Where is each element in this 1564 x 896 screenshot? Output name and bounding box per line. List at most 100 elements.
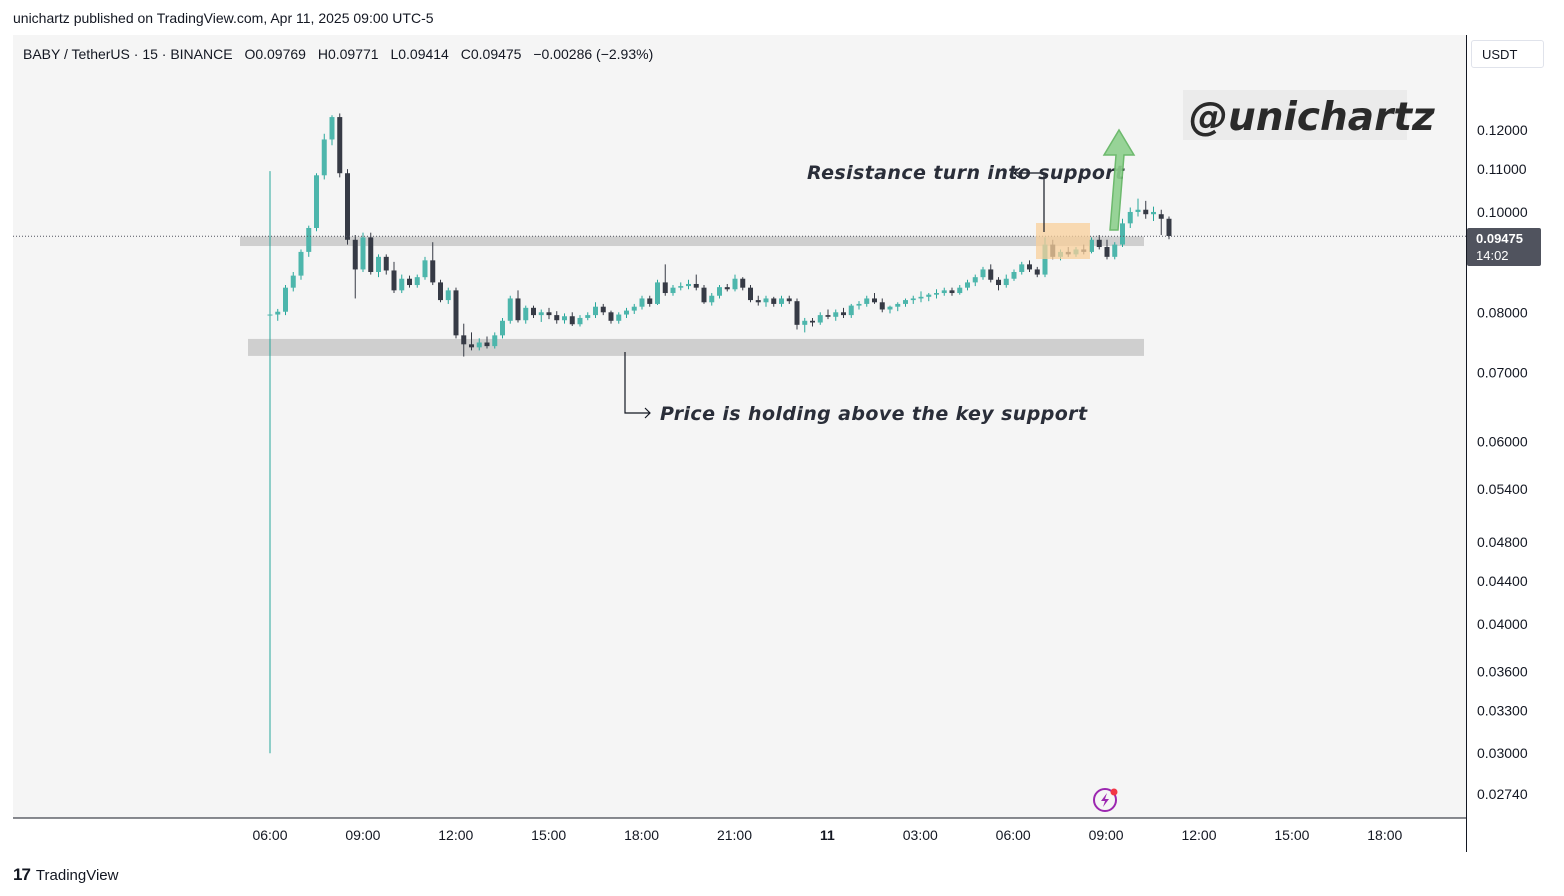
candle-body[interactable] [1003, 278, 1009, 286]
candle-body[interactable] [965, 282, 970, 288]
candle-body[interactable] [934, 293, 939, 295]
candle-body[interactable] [438, 282, 443, 301]
candle-body[interactable] [461, 335, 467, 345]
candle-body[interactable] [763, 298, 769, 303]
candle-body[interactable] [887, 306, 893, 310]
candle-body[interactable] [856, 303, 862, 306]
candle-body[interactable] [717, 287, 722, 296]
candle-body[interactable] [639, 298, 645, 307]
candle-body[interactable] [872, 298, 877, 303]
candle-body[interactable] [771, 298, 777, 304]
candle-body[interactable] [748, 287, 753, 301]
candle-body[interactable] [732, 278, 738, 290]
candle-body[interactable] [507, 298, 513, 321]
candle-body[interactable] [376, 256, 381, 272]
candle-body[interactable] [275, 311, 281, 315]
candle-body[interactable] [1143, 209, 1149, 215]
candle-body[interactable] [1089, 239, 1094, 252]
candle-body[interactable] [1034, 269, 1040, 275]
candle-body[interactable] [290, 275, 296, 288]
candle-body[interactable] [484, 342, 490, 347]
candle-body[interactable] [368, 237, 374, 272]
candle-body[interactable] [686, 283, 691, 287]
candle-body[interactable] [910, 298, 916, 301]
candle-body[interactable] [360, 237, 366, 270]
candle-body[interactable] [383, 256, 389, 271]
candle-body[interactable] [546, 312, 552, 316]
candle-body[interactable] [314, 175, 319, 228]
candle-body[interactable] [678, 286, 684, 288]
candle-body[interactable] [593, 306, 598, 316]
candle-body[interactable] [267, 314, 273, 316]
candle-body[interactable] [996, 279, 1001, 286]
candle-body[interactable] [562, 316, 567, 321]
candle-body[interactable] [794, 301, 800, 325]
candle-body[interactable] [469, 344, 474, 348]
candle-body[interactable] [1019, 264, 1025, 272]
candle-body[interactable] [1011, 271, 1017, 279]
candle-body[interactable] [1042, 244, 1048, 275]
candle-body[interactable] [500, 320, 505, 336]
candle-body[interactable] [616, 314, 622, 321]
candle-body[interactable] [779, 298, 784, 304]
candle-body[interactable] [391, 270, 397, 291]
candle-body[interactable] [802, 320, 808, 325]
candle-body[interactable] [577, 317, 583, 325]
candle-body[interactable] [538, 312, 544, 316]
candle-body[interactable] [895, 303, 901, 307]
candle-body[interactable] [701, 287, 707, 303]
candle-body[interactable] [569, 316, 575, 325]
candle-body[interactable] [445, 290, 451, 301]
candle-body[interactable] [352, 239, 358, 270]
candle-body[interactable] [810, 320, 815, 323]
candle-body[interactable] [1120, 223, 1125, 245]
candle-body[interactable] [740, 278, 746, 288]
candle-body[interactable] [670, 287, 676, 294]
candle-body[interactable] [1151, 211, 1156, 215]
candle-body[interactable] [1135, 209, 1141, 212]
candle-body[interactable] [476, 342, 482, 348]
candle-body[interactable] [1127, 211, 1133, 224]
candle-body[interactable] [283, 287, 288, 312]
candle-body[interactable] [1104, 247, 1110, 257]
candle-body[interactable] [321, 139, 327, 176]
candle-body[interactable] [918, 296, 924, 299]
candle-body[interactable] [624, 310, 629, 315]
candle-body[interactable] [1096, 239, 1102, 248]
candle-body[interactable] [585, 315, 591, 318]
candle-body[interactable] [298, 251, 304, 276]
candle-body[interactable] [1027, 264, 1032, 270]
candle-body[interactable] [422, 260, 428, 278]
candle-body[interactable] [631, 306, 637, 311]
candle-body[interactable] [709, 295, 715, 303]
candle-body[interactable] [848, 305, 854, 316]
candle-body[interactable] [693, 283, 699, 288]
candle-body[interactable] [1112, 244, 1118, 257]
candle-body[interactable] [329, 117, 335, 140]
candle-body[interactable] [988, 269, 994, 280]
candle-body[interactable] [531, 307, 536, 316]
candle-body[interactable] [1158, 214, 1164, 219]
candle-body[interactable] [515, 298, 521, 321]
candle-body[interactable] [972, 277, 978, 283]
lightning-icon[interactable] [1093, 788, 1118, 812]
candle-body[interactable] [453, 290, 459, 336]
candle-body[interactable] [825, 315, 831, 317]
candle-body[interactable] [662, 282, 668, 294]
candle-body[interactable] [647, 298, 653, 304]
candle-body[interactable] [523, 307, 529, 321]
candle-body[interactable] [492, 335, 498, 347]
candle-body[interactable] [864, 298, 870, 304]
candle-body[interactable] [608, 312, 614, 321]
candle-body[interactable] [430, 260, 436, 283]
candle-body[interactable] [833, 312, 839, 317]
candle-body[interactable] [306, 227, 312, 252]
candle-body[interactable] [755, 300, 761, 303]
candle-body[interactable] [399, 278, 405, 291]
tradingview-logo-icon[interactable]: 17 [13, 865, 31, 884]
candle-body[interactable] [879, 302, 885, 310]
candle-body[interactable] [414, 277, 420, 286]
candle-body[interactable] [949, 290, 955, 294]
candle-body[interactable] [841, 312, 846, 316]
candle-body[interactable] [980, 269, 986, 278]
